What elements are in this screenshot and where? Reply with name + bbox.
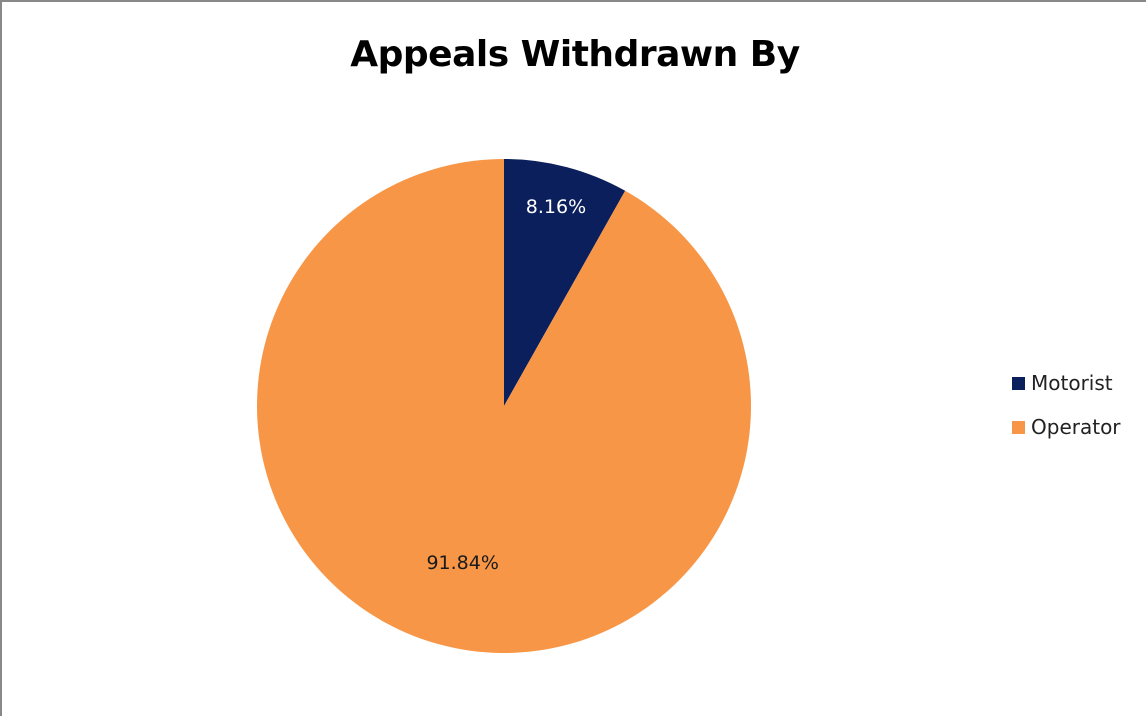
legend: Motorist Operator <box>1012 368 1142 456</box>
data-label-motorist: 8.16% <box>526 196 586 218</box>
chart-title: Appeals Withdrawn By <box>350 34 800 75</box>
legend-swatch-motorist <box>1012 376 1025 390</box>
legend-label-operator: Operator <box>1031 415 1121 439</box>
legend-item-operator: Operator <box>1012 412 1142 442</box>
legend-label-motorist: Motorist <box>1031 371 1113 395</box>
pie-slice-motorist <box>504 159 626 406</box>
pie-slice-operator <box>257 159 751 653</box>
legend-swatch-operator <box>1012 420 1025 434</box>
data-label-operator: 91.84% <box>426 552 498 574</box>
legend-item-motorist: Motorist <box>1012 368 1142 398</box>
